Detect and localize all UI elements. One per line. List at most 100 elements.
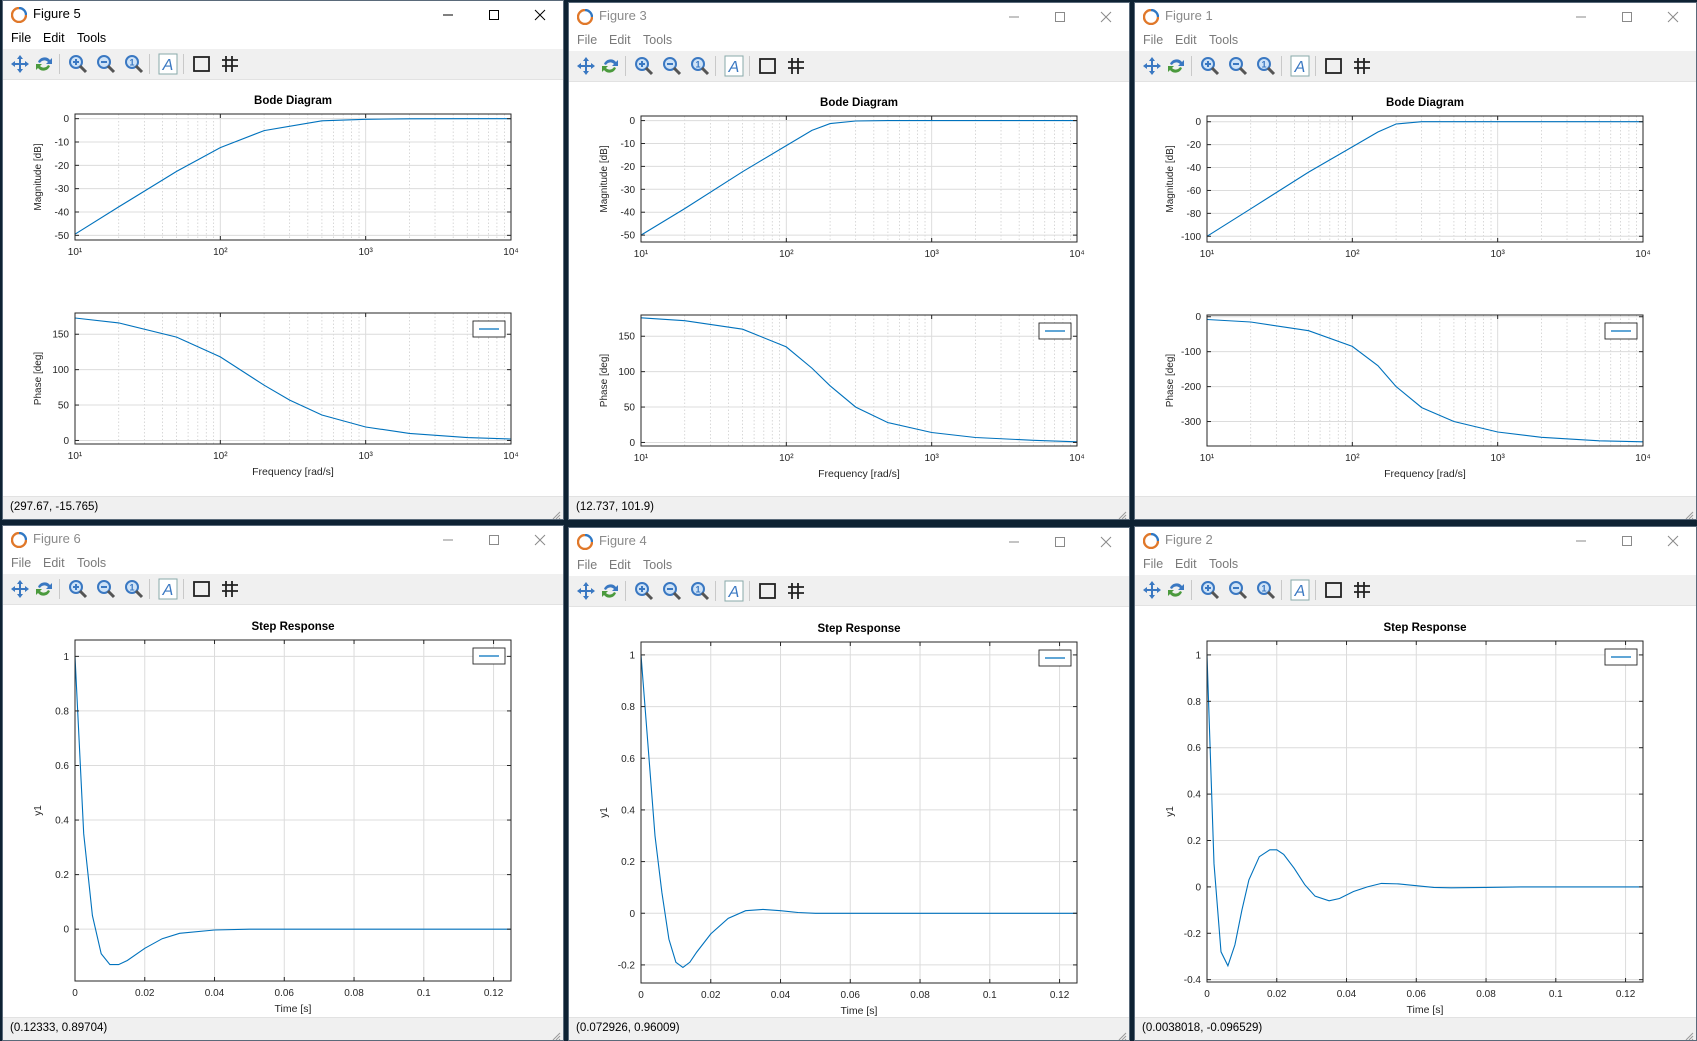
minimize-button[interactable] xyxy=(991,528,1037,556)
menu-edit[interactable]: Edit xyxy=(43,556,65,570)
pan-icon[interactable] xyxy=(9,578,31,600)
axes-1[interactable]: 0 -10 -20 -30 -40 -50 10¹ 10² 10³ 10⁴ Bode Diagram… xyxy=(33,95,519,258)
minimize-button[interactable] xyxy=(425,526,471,554)
maximize-button[interactable] xyxy=(1604,3,1650,31)
rotate-icon[interactable] xyxy=(1165,579,1187,601)
menu-edit[interactable]: Edit xyxy=(1175,33,1197,47)
close-button[interactable] xyxy=(1650,527,1696,555)
menu-file[interactable]: File xyxy=(1143,33,1164,47)
zoom-in-icon[interactable] xyxy=(1199,55,1221,77)
pan-icon[interactable] xyxy=(9,53,31,75)
rotate-icon[interactable] xyxy=(33,53,55,75)
legend[interactable] xyxy=(1604,322,1638,340)
axes-box-icon[interactable] xyxy=(191,53,213,75)
minimize-button[interactable] xyxy=(1558,527,1604,555)
menu-file[interactable]: File xyxy=(11,31,32,45)
resize-grip-icon[interactable] xyxy=(551,507,561,519)
zoom-out-icon[interactable] xyxy=(661,580,683,602)
insert-text-icon[interactable]: A xyxy=(1289,55,1311,77)
menu-edit[interactable]: Edit xyxy=(609,33,631,47)
axes-1[interactable]: -0.4 -0.2 0 0.2 0.4 0.6 0.8 1 0 0.02 0.04 0.06 0.08 0… xyxy=(1165,622,1644,1016)
zoom-original-icon[interactable]: 1 xyxy=(1255,55,1277,77)
legend[interactable] xyxy=(1038,649,1072,667)
title-bar[interactable]: Figure 2 xyxy=(1135,527,1696,555)
figure-canvas[interactable]: -0.4 -0.2 0 0.2 0.4 0.6 0.8 1 0 0.02 0.04 0.06 0.08 0… xyxy=(1135,606,1696,1019)
menu-edit[interactable]: Edit xyxy=(43,31,65,45)
zoom-in-icon[interactable] xyxy=(1199,579,1221,601)
zoom-out-icon[interactable] xyxy=(1227,55,1249,77)
zoom-in-icon[interactable] xyxy=(67,53,89,75)
close-button[interactable] xyxy=(1083,528,1129,556)
pan-icon[interactable] xyxy=(1141,55,1163,77)
rotate-icon[interactable] xyxy=(1165,55,1187,77)
maximize-button[interactable] xyxy=(1037,528,1083,556)
zoom-out-icon[interactable] xyxy=(1227,579,1249,601)
zoom-out-icon[interactable] xyxy=(95,53,117,75)
pan-icon[interactable] xyxy=(575,55,597,77)
zoom-in-icon[interactable] xyxy=(633,55,655,77)
axes-box-icon[interactable] xyxy=(757,55,779,77)
pan-icon[interactable] xyxy=(1141,579,1163,601)
zoom-out-icon[interactable] xyxy=(661,55,683,77)
menu-tools[interactable]: Tools xyxy=(643,558,673,572)
minimize-button[interactable] xyxy=(425,1,471,29)
grid-icon[interactable] xyxy=(785,55,807,77)
menu-tools[interactable]: Tools xyxy=(77,31,107,45)
figure-canvas[interactable]: 0 -20 -40 -60 -80 -100 10¹ 10² 10³ 10⁴ Bode Diagra… xyxy=(1135,82,1696,498)
grid-icon[interactable] xyxy=(785,580,807,602)
legend[interactable] xyxy=(472,320,506,338)
menu-file[interactable]: File xyxy=(11,556,32,570)
legend[interactable] xyxy=(472,647,506,665)
title-bar[interactable]: Figure 1 xyxy=(1135,3,1696,31)
axes-box-icon[interactable] xyxy=(191,578,213,600)
grid-icon[interactable] xyxy=(219,578,241,600)
close-button[interactable] xyxy=(517,526,563,554)
zoom-in-icon[interactable] xyxy=(633,580,655,602)
figure-canvas[interactable]: -0.2 0 0.2 0.4 0.6 0.8 1 0 0.02 0.04 0.06 0.08 0.1 0.… xyxy=(569,607,1129,1019)
close-button[interactable] xyxy=(1650,3,1696,31)
zoom-original-icon[interactable]: 1 xyxy=(123,53,145,75)
figure-canvas[interactable]: 0 -10 -20 -30 -40 -50 10¹ 10² 10³ 10⁴ Bode Diagram… xyxy=(569,82,1129,498)
menu-edit[interactable]: Edit xyxy=(609,558,631,572)
pan-icon[interactable] xyxy=(575,580,597,602)
maximize-button[interactable] xyxy=(1037,3,1083,31)
insert-text-icon[interactable]: A xyxy=(157,578,179,600)
axes-box-icon[interactable] xyxy=(1323,55,1345,77)
axes-box-icon[interactable] xyxy=(757,580,779,602)
axes-box-icon[interactable] xyxy=(1323,579,1345,601)
zoom-original-icon[interactable]: 1 xyxy=(689,580,711,602)
axes-1[interactable]: -0.2 0 0.2 0.4 0.6 0.8 1 0 0.02 0.04 0.06 0.08 0.1 0.… xyxy=(599,623,1078,1017)
resize-grip-icon[interactable] xyxy=(1117,507,1127,519)
menu-file[interactable]: File xyxy=(577,558,598,572)
insert-text-icon[interactable]: A xyxy=(1289,579,1311,601)
rotate-icon[interactable] xyxy=(33,578,55,600)
menu-tools[interactable]: Tools xyxy=(1209,557,1239,571)
menu-tools[interactable]: Tools xyxy=(77,556,107,570)
menu-tools[interactable]: Tools xyxy=(1209,33,1239,47)
zoom-original-icon[interactable]: 1 xyxy=(123,578,145,600)
minimize-button[interactable] xyxy=(1558,3,1604,31)
zoom-in-icon[interactable] xyxy=(67,578,89,600)
menu-edit[interactable]: Edit xyxy=(1175,557,1197,571)
legend[interactable] xyxy=(1038,322,1072,340)
maximize-button[interactable] xyxy=(471,1,517,29)
maximize-button[interactable] xyxy=(471,526,517,554)
grid-icon[interactable] xyxy=(1351,579,1373,601)
menu-file[interactable]: File xyxy=(577,33,598,47)
zoom-out-icon[interactable] xyxy=(95,578,117,600)
minimize-button[interactable] xyxy=(991,3,1037,31)
grid-icon[interactable] xyxy=(1351,55,1373,77)
zoom-original-icon[interactable]: 1 xyxy=(689,55,711,77)
resize-grip-icon[interactable] xyxy=(1684,507,1694,519)
title-bar[interactable]: Figure 3 xyxy=(569,3,1129,31)
menu-tools[interactable]: Tools xyxy=(643,33,673,47)
insert-text-icon[interactable]: A xyxy=(157,53,179,75)
title-bar[interactable]: Figure 5 xyxy=(3,1,563,29)
close-button[interactable] xyxy=(517,1,563,29)
figure-canvas[interactable]: 0 0.2 0.4 0.6 0.8 1 0 0.02 0.04 0.06 0.08 0.1 0.12 St… xyxy=(3,605,563,1019)
rotate-icon[interactable] xyxy=(599,55,621,77)
